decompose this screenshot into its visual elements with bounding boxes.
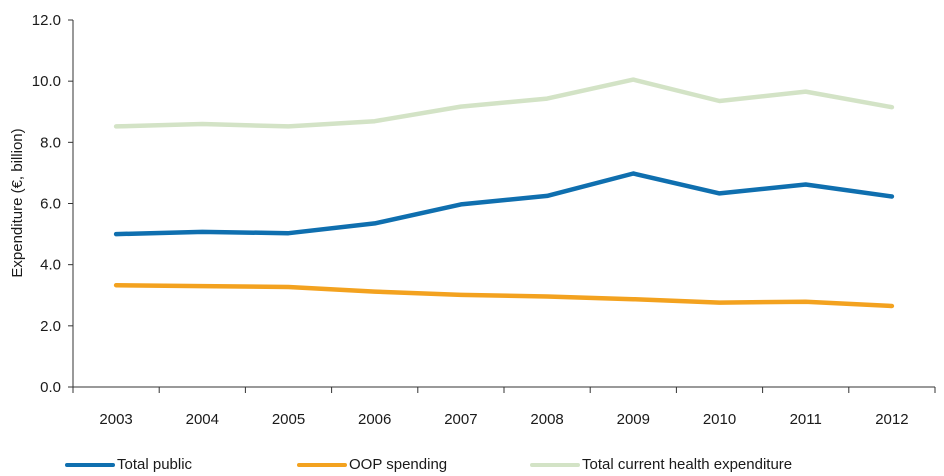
y-tick-label: 4.0 (40, 257, 61, 274)
legend-label: OOP spending (349, 456, 448, 473)
y-axis-label: Expenditure (€, billion) (9, 128, 26, 277)
series-layer (113, 77, 895, 309)
series-line-oop-spending (113, 282, 895, 309)
legend-item: OOP spending (297, 456, 447, 473)
x-tick-label: 2010 (703, 411, 736, 428)
legend-swatch (530, 462, 580, 467)
x-tick-label: 2009 (617, 411, 650, 428)
x-tick-label: 2011 (790, 411, 822, 428)
legend-label: Total current health expenditure (582, 456, 793, 473)
x-tick-label: 2008 (530, 411, 563, 428)
y-tick-label: 0.0 (40, 379, 61, 396)
legend: Total public OOP spending Total current he… (0, 452, 944, 476)
axes: 0.0 2.0 4.0 6.0 8.0 10.0 12.0 2003 2004 2005 2006 2… (32, 12, 936, 428)
x-tick-label: 2005 (272, 411, 305, 428)
legend-swatch (65, 462, 115, 467)
y-tick-label: 10.0 (32, 73, 61, 90)
series-line-total-current-health-expenditure (113, 77, 895, 129)
x-tick-label: 2004 (186, 411, 219, 428)
series-line-total-public (113, 171, 895, 237)
legend-swatch (297, 462, 347, 467)
x-tick-label: 2012 (875, 411, 908, 428)
y-tick-label: 6.0 (40, 196, 61, 213)
x-tick-label: 2003 (99, 411, 132, 428)
line-chart: 0.0 2.0 4.0 6.0 8.0 10.0 12.0 2003 2004 2005 2006 2… (9, 12, 936, 428)
x-tick-label: 2007 (444, 411, 477, 428)
legend-label: Total public (117, 456, 193, 473)
legend-item: Total current health expenditure (530, 456, 792, 473)
x-tick-label: 2006 (358, 411, 391, 428)
y-tick-label: 2.0 (40, 318, 61, 335)
y-tick-label: 8.0 (40, 134, 61, 151)
legend-item: Total public (65, 456, 192, 473)
y-tick-label: 12.0 (32, 12, 61, 29)
